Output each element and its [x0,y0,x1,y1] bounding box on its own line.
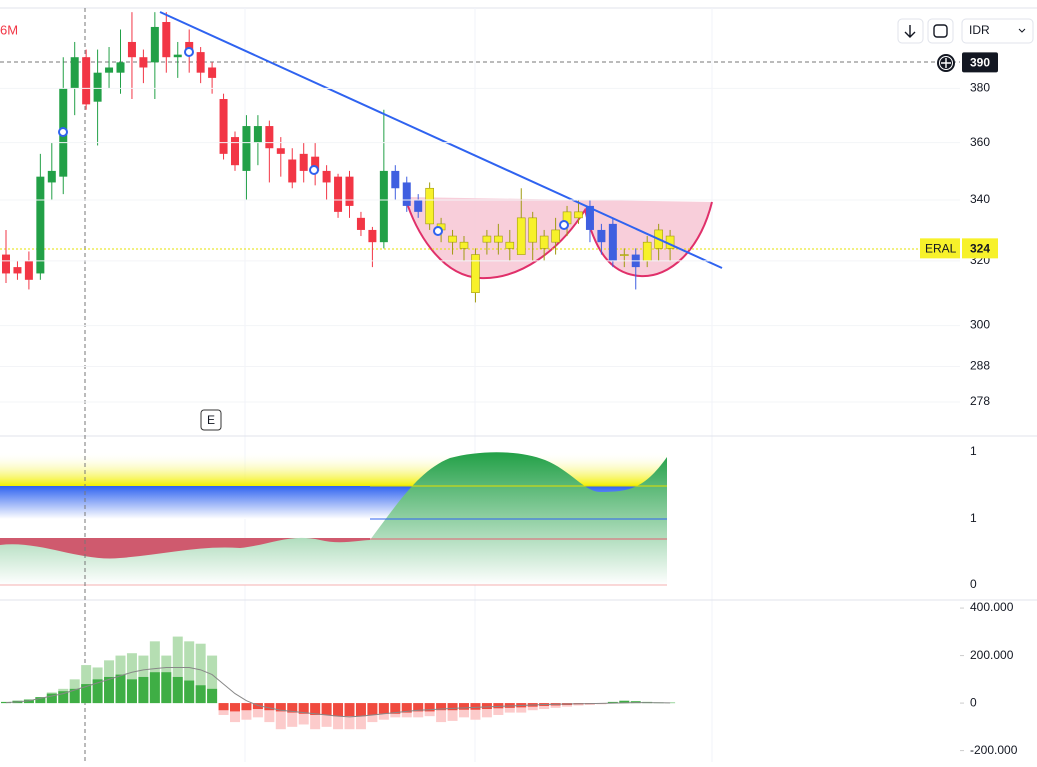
y-tick-label: 340 [970,192,990,206]
candle-body [403,182,411,205]
histogram-bar [493,703,503,708]
candle-body [36,177,44,274]
histogram-bar [459,703,469,710]
y-tick-label: -200.000 [970,743,1018,757]
candle-body [105,67,113,72]
candle-body [552,230,560,242]
indicator-bands [0,452,667,585]
candle-body [277,148,285,154]
candle-body [620,255,628,256]
candle-body [174,55,182,58]
candle-body [197,52,205,73]
candle-body [460,242,468,248]
y-tick-label: 288 [970,359,990,373]
currency[interactable]: IDR [969,23,990,37]
candle-body [334,177,342,212]
histogram-bar [230,703,240,711]
candle-body [13,267,21,273]
candle-body [300,154,308,171]
candle-body [609,224,617,261]
histogram-bar [470,703,480,710]
candle-body [368,230,376,242]
y-tick-label: 300 [970,318,990,332]
candle-body [128,42,136,57]
candle-body [643,242,651,261]
candle-body [82,57,90,104]
histogram-bar [196,685,206,703]
candle-body [483,236,491,242]
candle-body [242,126,250,171]
histogram-bar [241,703,251,710]
histogram-bar [482,703,492,709]
candle-body [517,218,525,255]
histogram-bar [367,703,377,715]
candle-body [426,188,434,224]
y-tick-label: 380 [970,81,990,95]
histogram-bar [448,703,458,710]
candle-body [151,27,159,62]
y-tick-label: 200.000 [970,648,1014,662]
candle-body [540,236,548,248]
histogram-bar [219,703,229,710]
candle-body [48,171,56,183]
candle-body [265,126,273,148]
candle-body [117,62,125,72]
grid [245,8,712,762]
histogram-bar [322,703,332,715]
histogram-bar [333,703,343,716]
candle-body [391,171,399,188]
candle-body [254,126,262,143]
y-tick-label: 1 [970,444,977,458]
candle-body [597,230,605,242]
y-tick-label: 400.000 [970,600,1014,614]
candle-body [71,57,79,88]
ticker-fragment: 6M [0,22,18,37]
candle-body [25,261,33,280]
candle-body [346,177,354,206]
histogram-bar [150,672,160,703]
y-tick-label: 278 [970,394,990,408]
histogram-bar [207,689,217,703]
y-tick-label: 1 [970,511,977,525]
histogram-bar [356,703,366,716]
candle-body [529,218,537,242]
histogram-bar [161,672,171,703]
candle-body [506,242,514,248]
candle-body [323,171,331,183]
histogram-bar [138,677,148,703]
candle-body [94,73,102,102]
y-tick-label: 360 [970,135,990,149]
crosshair-price: 390 [970,56,990,70]
histogram-bar [173,677,183,703]
histogram-bar [127,679,137,703]
candles [2,12,674,302]
candle-body [288,160,296,183]
candle-body [449,236,457,242]
candle-body [471,255,479,293]
candle-body [494,236,502,242]
histogram-bar [379,703,389,714]
candle-body [380,171,388,242]
candle-body [2,255,10,274]
candle-body [139,57,147,67]
last-price-name: ERAL [925,242,957,256]
histogram-bar [116,675,126,704]
y-tick-label: 0 [970,695,977,709]
candle-body [357,218,365,230]
histogram-bar [184,681,194,704]
reset-button[interactable] [928,19,953,43]
candle-body [162,22,170,57]
candle-body [208,67,216,77]
histogram-bar [345,703,355,716]
event-label[interactable]: E [207,413,215,427]
candle-body [575,212,583,218]
candle-body [220,99,228,154]
candle-body [231,137,239,165]
last-price: 324 [970,242,990,256]
y-tick-label: 0 [970,577,977,591]
candle-body [414,200,422,212]
